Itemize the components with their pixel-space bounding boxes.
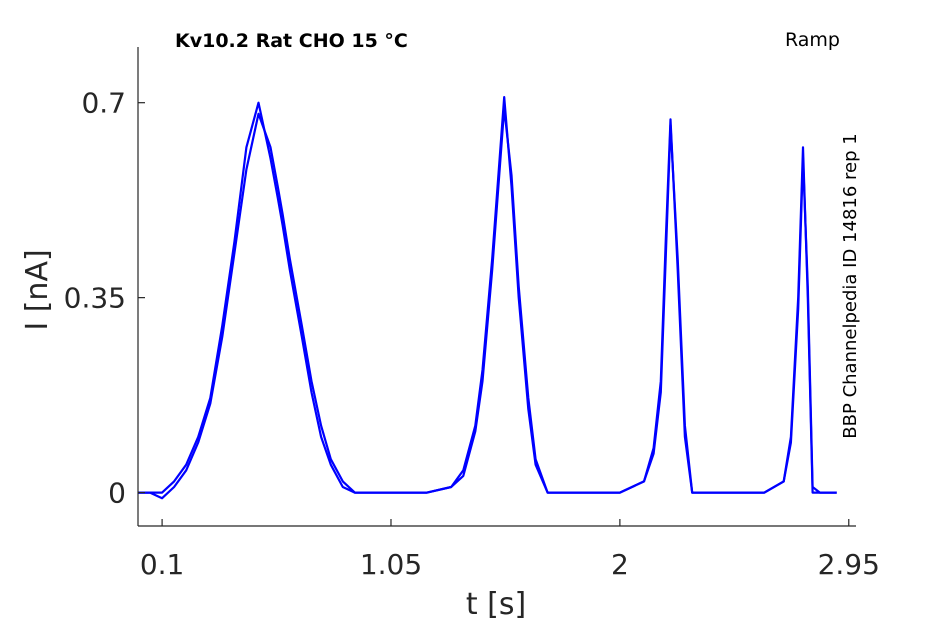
x-tick-label: 2 [611,548,629,581]
protocol-label: Ramp [785,29,840,51]
channelpedia-id-label: BBP Channelpedia ID 14816 rep 1 [840,133,861,438]
y-axis-label: I [nA] [20,249,55,330]
current-trace-line-2 [138,107,837,500]
y-tick-label: 0.7 [81,87,126,120]
x-tick-label: 1.05 [360,548,422,581]
y-tick-label: 0 [108,477,126,510]
y-tick-label: 0.35 [64,282,126,315]
chart-title: Kv10.2 Rat CHO 15 °C [175,30,408,52]
series-layer [138,95,837,500]
current-trace-line-1 [138,95,837,494]
y-ticks: 0 0.35 0.7 [64,87,145,510]
x-axis-label: t [s] [466,587,526,622]
x-ticks: 0.1 1.05 2 2.95 [140,519,880,581]
x-tick-label: 0.1 [140,548,185,581]
plot-area [138,95,837,500]
x-tick-label: 2.95 [818,548,880,581]
